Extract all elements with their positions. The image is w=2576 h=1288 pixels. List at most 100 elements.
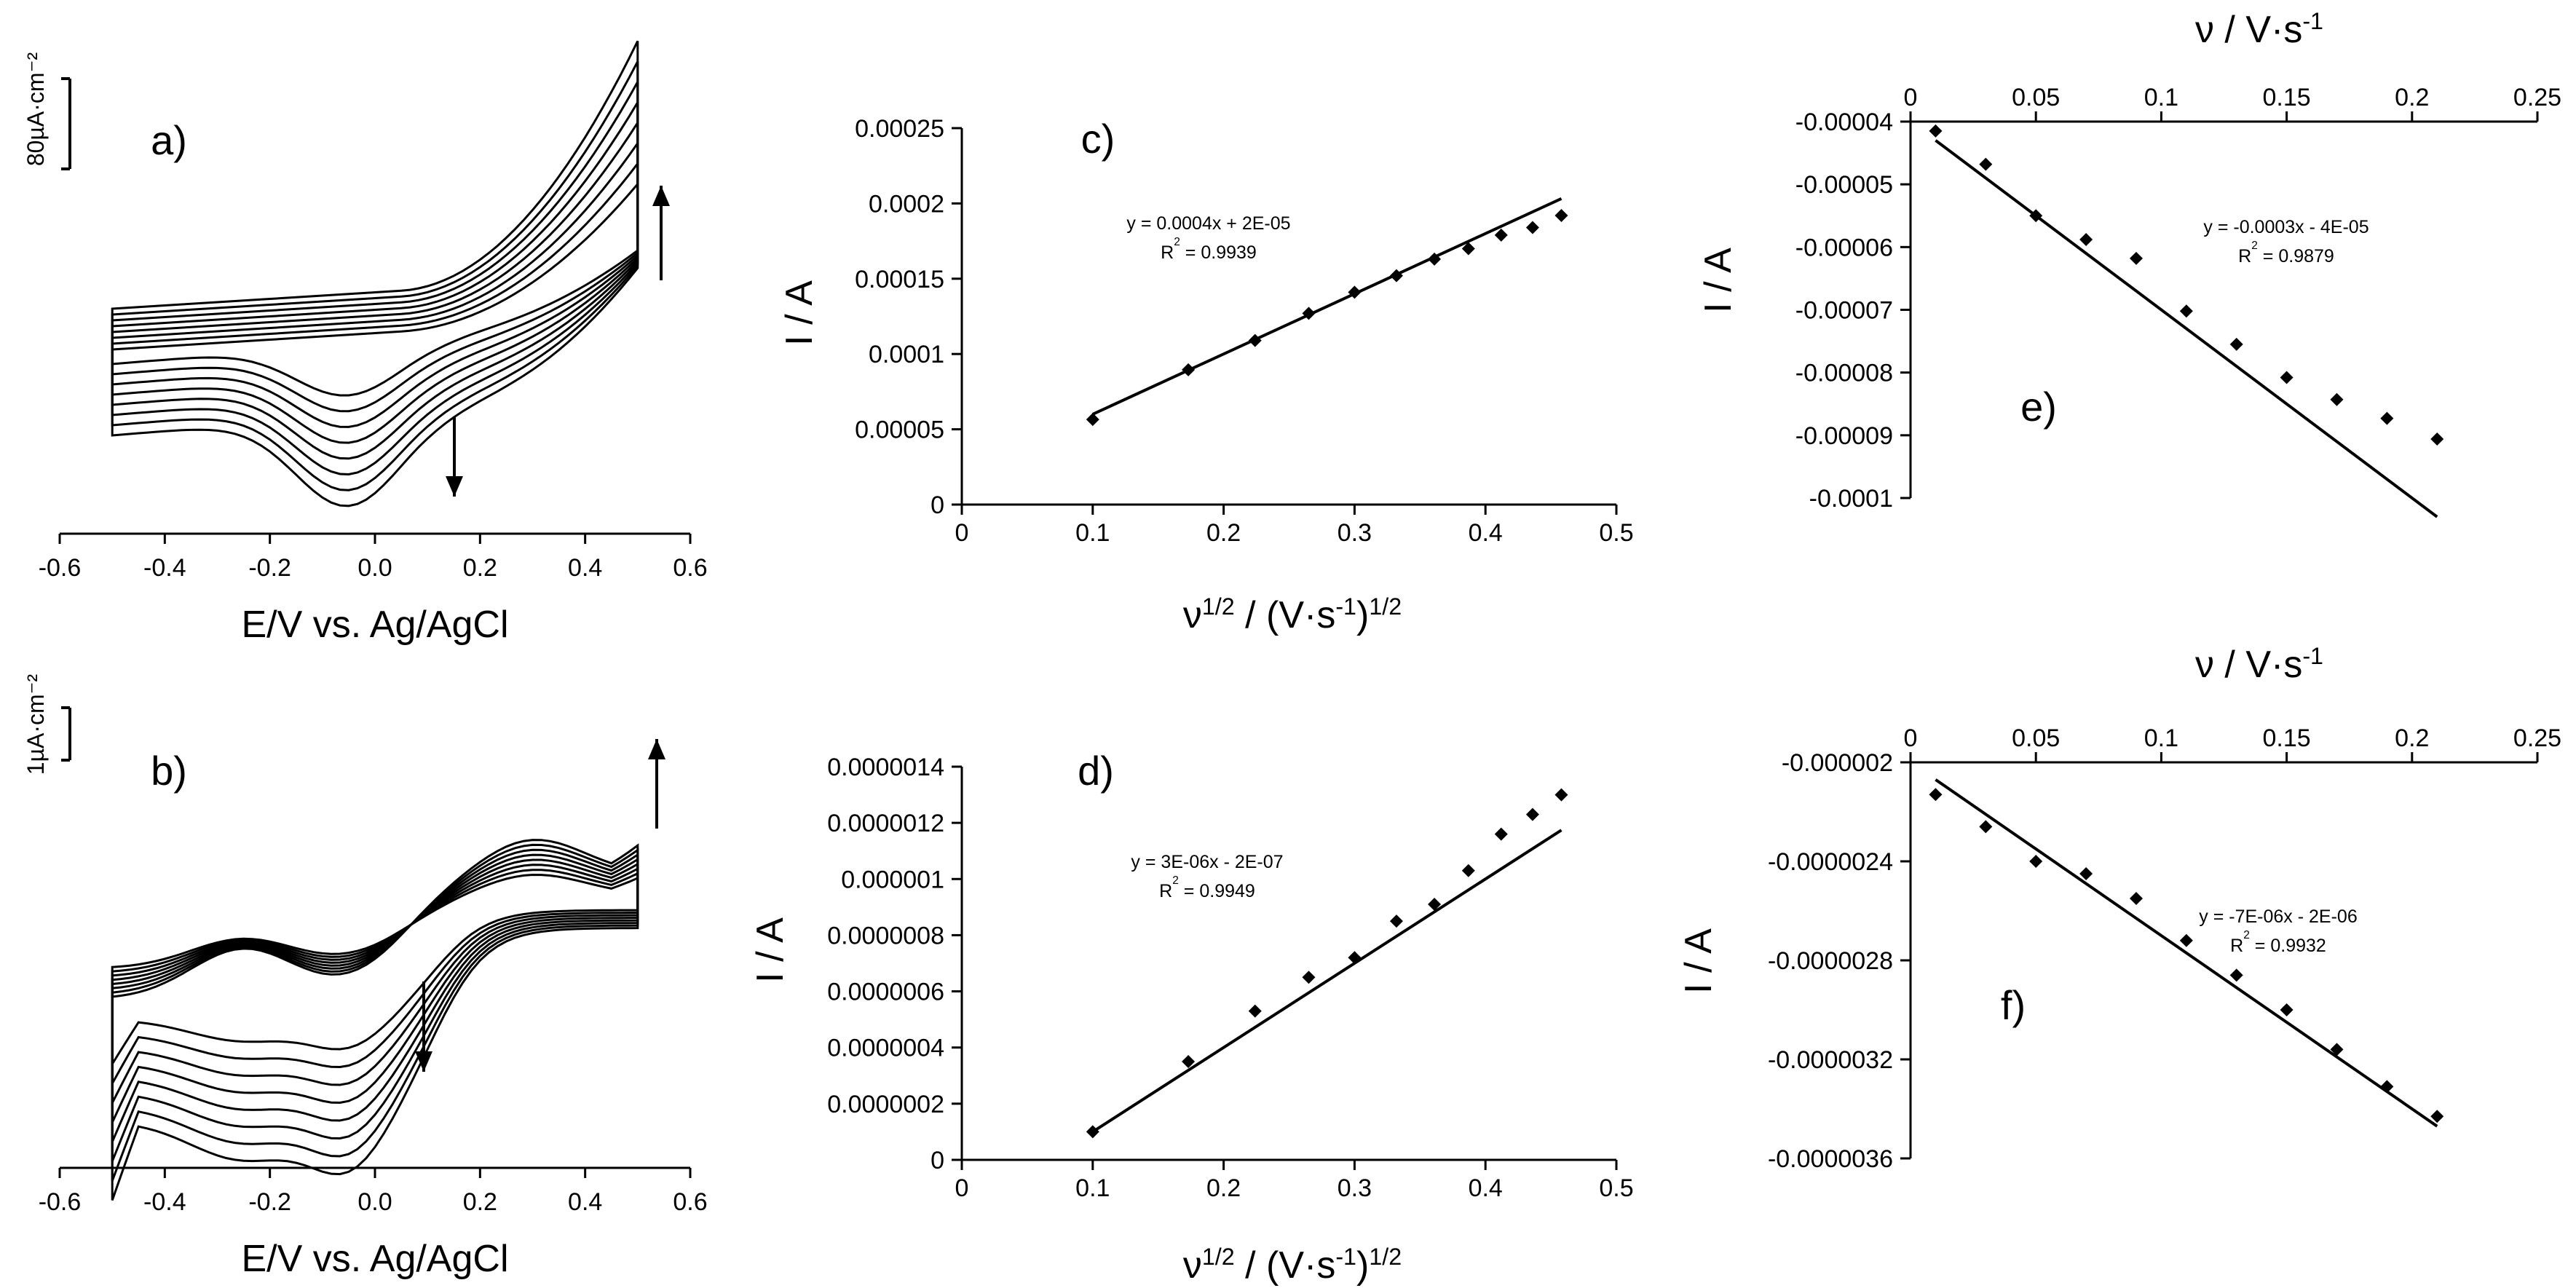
cv-cycle bbox=[111, 40, 639, 507]
data-point bbox=[2079, 232, 2093, 246]
scale-bar-label: 1µA·cm⁻² bbox=[23, 673, 49, 775]
x-tick-label: 0.25 bbox=[2513, 84, 2561, 111]
y-tick-label: -0.00004 bbox=[1795, 108, 1893, 136]
data-point bbox=[2330, 392, 2344, 406]
scale-bar: 1µA·cm⁻² bbox=[23, 673, 71, 775]
label-part: ν / V·s bbox=[2195, 644, 2302, 686]
scale-bar-label: 80µA·cm⁻² bbox=[23, 52, 49, 167]
cv-panel-a: -0.6 -0.4 -0.2 0.0 0.2 0.4 0.6 E/V vs. Ag/AgCl a… bbox=[23, 40, 708, 646]
label-part: / (V·s bbox=[1235, 594, 1336, 636]
data-point bbox=[2079, 867, 2093, 880]
x-axis-label: ν1/2 / (V·s-1)1/2 bbox=[1183, 593, 1402, 636]
data-point bbox=[1182, 1055, 1196, 1068]
y-tick-label: 0.00015 bbox=[855, 266, 944, 293]
y-tick-label: 0.000001 bbox=[841, 866, 944, 893]
data-point bbox=[1389, 914, 1403, 928]
r-squared-label: R2 = 0.9949 bbox=[1159, 874, 1255, 901]
scatter-panel-c: 0 0.1 0.2 0.3 0.4 0.5 0 0.00005 0.0001 0.00015 0.0… bbox=[778, 115, 1634, 636]
x-tick-label: 0.1 bbox=[1075, 519, 1110, 547]
data-point bbox=[1554, 788, 1568, 802]
superscript: 1/2 bbox=[1202, 593, 1235, 620]
superscript: 2 bbox=[2251, 240, 2258, 252]
y-tick-label: -0.0000032 bbox=[1768, 1046, 1893, 1074]
x-tick-label: 0.4 bbox=[1469, 1174, 1503, 1202]
cv-cycle bbox=[111, 119, 639, 444]
x-tick-label: 0.0 bbox=[357, 554, 392, 582]
x-tick-label: 0.1 bbox=[2144, 724, 2178, 752]
x-tick-label: 0.2 bbox=[1206, 1174, 1241, 1202]
scatter-panel-f: 0 0.05 0.1 0.15 0.2 0.25 -0.000002 -0.0000024 -0… bbox=[1678, 643, 2561, 1173]
trendline bbox=[1935, 139, 2438, 518]
x-tick-label: 0.2 bbox=[2395, 724, 2429, 752]
panel-label: f) bbox=[2001, 982, 2026, 1028]
data-point bbox=[1494, 827, 1508, 841]
superscript: 1/2 bbox=[1369, 1244, 1402, 1270]
x-axis-label: ν / V·s-1 bbox=[2195, 8, 2323, 51]
data-point bbox=[1086, 1125, 1099, 1139]
x-tick-label: 0.5 bbox=[1599, 519, 1633, 547]
cv-cycle bbox=[111, 843, 639, 1182]
superscript: 2 bbox=[2243, 929, 2250, 941]
x-tick-label: 0.05 bbox=[2012, 724, 2060, 752]
panel-label: e) bbox=[2020, 384, 2057, 430]
cv-cycle bbox=[111, 848, 639, 1162]
label-part: = 0.9949 bbox=[1179, 881, 1255, 901]
x-tick-label: 0.25 bbox=[2513, 724, 2561, 752]
label-part: / (V·s bbox=[1235, 1244, 1336, 1287]
cv-cycle bbox=[111, 853, 639, 1142]
label-part: ν bbox=[1183, 1244, 1202, 1287]
y-tick-label: -0.00008 bbox=[1795, 360, 1893, 387]
x-tick-label: 0.2 bbox=[1206, 519, 1241, 547]
x-tick-label: 0 bbox=[955, 519, 969, 547]
x-tick-label: 0.4 bbox=[1469, 519, 1503, 547]
data-point bbox=[2179, 933, 2193, 947]
label-part: ν bbox=[1183, 594, 1202, 636]
data-point bbox=[2330, 1043, 2344, 1056]
x-tick-label: 0.0 bbox=[357, 1188, 392, 1216]
data-point bbox=[2229, 337, 2243, 351]
x-tick-label: 0.3 bbox=[1338, 1174, 1372, 1202]
x-tick-label: 0.4 bbox=[568, 1188, 602, 1216]
data-point bbox=[2430, 432, 2444, 446]
y-tick-label: 0.0000004 bbox=[827, 1035, 944, 1062]
x-axis-label: ν1/2 / (V·s-1)1/2 bbox=[1183, 1244, 1402, 1287]
data-point bbox=[1248, 333, 1262, 347]
y-tick-label: 0.00005 bbox=[855, 416, 944, 444]
label-part: = 0.9939 bbox=[1180, 242, 1257, 263]
panel-label: c) bbox=[1081, 116, 1115, 162]
trendline bbox=[1091, 829, 1562, 1134]
cv-cycle bbox=[111, 858, 639, 1123]
label-part: = 0.9879 bbox=[2258, 246, 2334, 266]
x-tick-label: 0.3 bbox=[1338, 519, 1372, 547]
arrow-up bbox=[652, 186, 670, 280]
panel-label: b) bbox=[151, 748, 187, 794]
x-tick-label: 0 bbox=[955, 1174, 969, 1202]
x-tick-label: 0.15 bbox=[2263, 724, 2311, 752]
y-tick-label: 0.0000002 bbox=[827, 1091, 944, 1118]
x-tick-label: 0.05 bbox=[2012, 84, 2060, 111]
r-squared-label: R2 = 0.9932 bbox=[2230, 929, 2326, 956]
cv-cycle bbox=[111, 98, 639, 460]
label-part: ν / V·s bbox=[2195, 9, 2302, 51]
data-point bbox=[1248, 1004, 1262, 1018]
y-tick-label: 0 bbox=[931, 491, 944, 519]
y-tick-label: -0.0001 bbox=[1809, 485, 1893, 513]
x-tick-label: -0.4 bbox=[143, 1188, 186, 1216]
arrow-down bbox=[446, 416, 463, 497]
data-point bbox=[1929, 124, 1943, 138]
cv-panel-b: -0.6 -0.4 -0.2 0.0 0.2 0.4 0.6 E/V vs. Ag/AgCl b… bbox=[23, 673, 708, 1280]
x-tick-label: -0.4 bbox=[143, 554, 186, 582]
cv-cycle bbox=[111, 60, 639, 491]
y-tick-label: -0.0000036 bbox=[1768, 1145, 1893, 1173]
x-tick-label: -0.6 bbox=[39, 554, 82, 582]
arrow-head bbox=[648, 739, 665, 759]
superscript: -1 bbox=[2302, 643, 2323, 669]
cv-cycle bbox=[111, 139, 639, 428]
y-axis-label: I / A bbox=[778, 280, 821, 346]
label-part: = 0.9932 bbox=[2250, 936, 2326, 956]
x-tick-label: 0.4 bbox=[568, 554, 602, 582]
y-tick-label: -0.00005 bbox=[1795, 171, 1893, 199]
trendline bbox=[1091, 197, 1562, 416]
y-axis-label: I / A bbox=[749, 917, 791, 983]
